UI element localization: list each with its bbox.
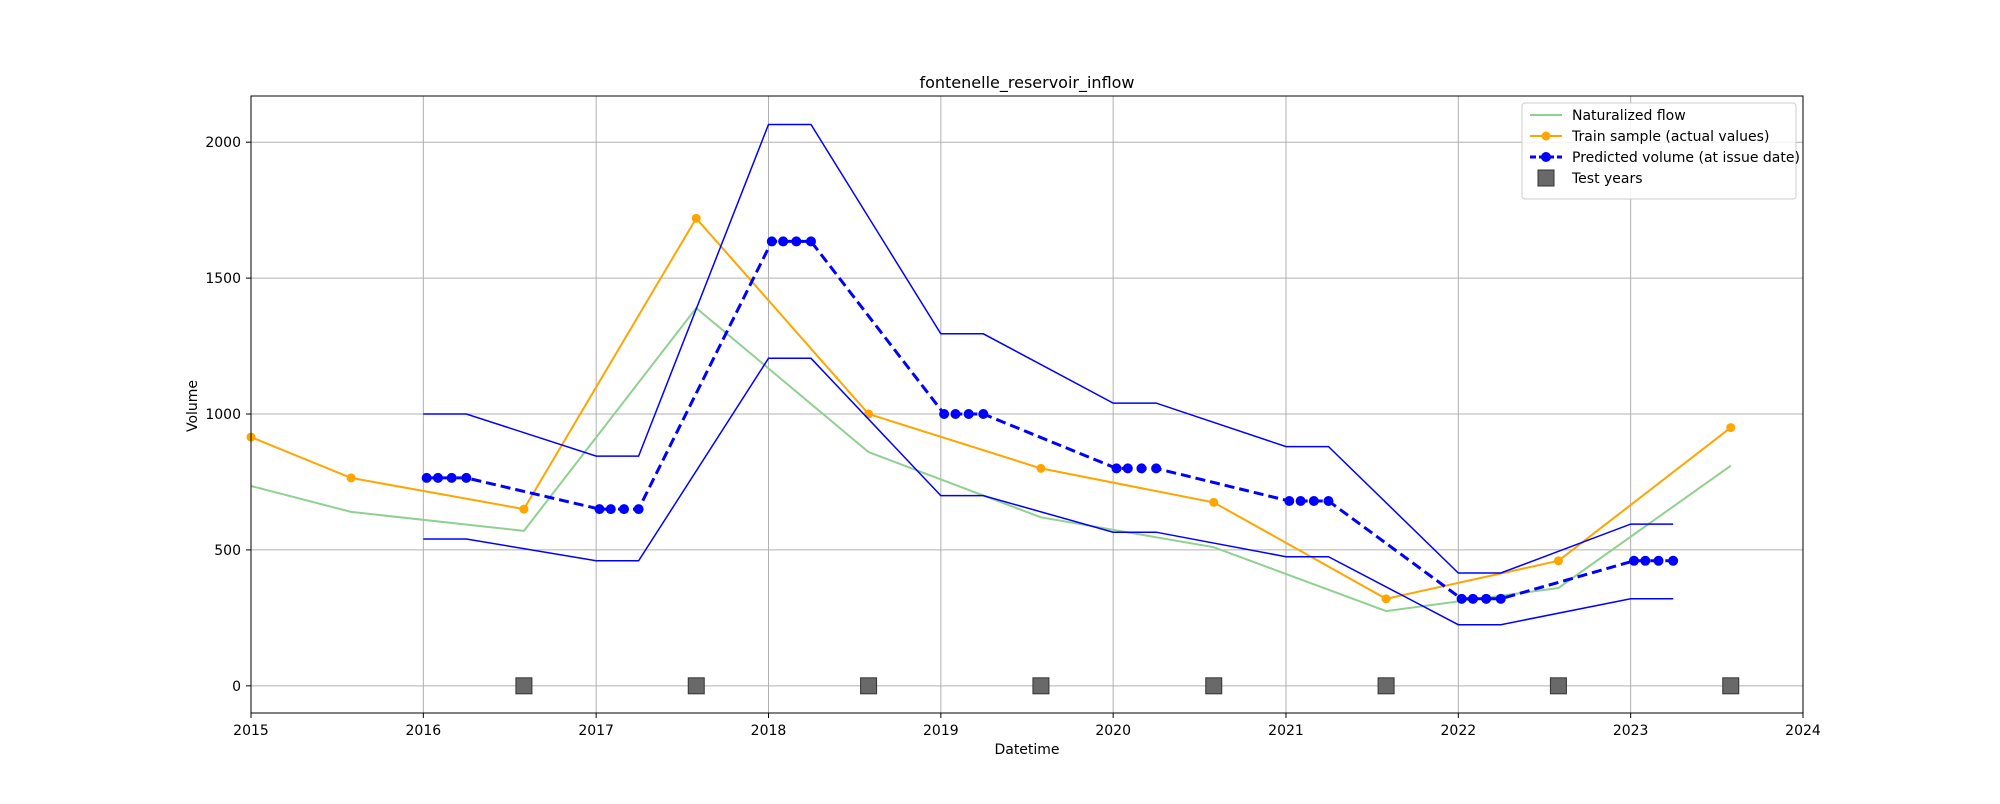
legend-label: Train sample (actual values) <box>1571 129 1769 145</box>
series-2-point <box>1653 555 1664 566</box>
series-2-point <box>605 504 616 515</box>
x-tick-label: 2020 <box>1095 723 1131 739</box>
series-1-line <box>250 216 1732 600</box>
series-2-point <box>594 504 605 515</box>
series-2-point <box>432 472 443 483</box>
series-5-marker <box>515 677 533 695</box>
x-tick-label: 2016 <box>406 723 442 739</box>
series-2-point <box>805 236 816 247</box>
x-axis-label: Datetime <box>994 742 1059 758</box>
series-3-bound-line <box>423 123 1674 574</box>
legend: Naturalized flow Train sample (actual val… <box>1521 102 1800 200</box>
series-5-marker <box>1205 677 1223 695</box>
series-2-line <box>426 239 1674 601</box>
series-1-point <box>691 213 701 223</box>
series-2-point <box>1456 593 1467 604</box>
x-tick-label: 2021 <box>1268 723 1304 739</box>
series-2-point <box>1284 495 1295 506</box>
series-1-point <box>1036 463 1046 473</box>
chart-title: fontenelle_reservoir_inflow <box>919 73 1134 93</box>
legend-label: Naturalized flow <box>1572 108 1686 124</box>
series-1-point <box>1726 423 1736 433</box>
legend-label: Predicted volume (at issue date) <box>1572 150 1800 166</box>
x-tick-label: 2018 <box>751 723 787 739</box>
series-1-point <box>346 473 356 483</box>
series-1-point <box>519 504 529 514</box>
series-2-point <box>1151 463 1162 474</box>
series-2-point <box>421 472 432 483</box>
x-tick-label: 2015 <box>233 723 269 739</box>
series-2-point <box>619 504 630 515</box>
series-2-point <box>1111 463 1122 474</box>
series-2-point <box>778 236 789 247</box>
series-2-point <box>1668 555 1679 566</box>
x-tick-label: 2024 <box>1785 723 1821 739</box>
series-1-point <box>1381 594 1391 604</box>
series-2-point <box>978 409 989 420</box>
legend-label: Test years <box>1571 171 1643 187</box>
series-2-point <box>1481 593 1492 604</box>
series-2-point <box>1295 495 1306 506</box>
series-5-marker <box>1377 677 1395 695</box>
legend-box <box>1521 102 1797 200</box>
y-tick-label: 1500 <box>205 271 241 287</box>
series-1-point <box>1209 497 1219 507</box>
series-2-point <box>633 504 644 515</box>
series-2-point <box>950 409 961 420</box>
series-2-point <box>963 409 974 420</box>
y-tick-label: 0 <box>232 679 241 695</box>
plot-frame <box>250 95 1804 714</box>
series-2-point <box>1495 593 1506 604</box>
series-2-point <box>1136 463 1147 474</box>
series-5-marker <box>860 677 878 695</box>
series-5-marker <box>1032 677 1050 695</box>
series-1-point <box>864 409 874 419</box>
legend-handle-marker <box>1537 169 1555 187</box>
x-tick-label: 2022 <box>1441 723 1477 739</box>
y-axis-label: Volume <box>185 380 201 432</box>
series-layer <box>246 123 1740 695</box>
series-2-point <box>461 472 472 483</box>
y-tick-label: 2000 <box>205 135 241 151</box>
grid-layer <box>250 96 1804 713</box>
series-0-line <box>250 306 1732 613</box>
series-2-point <box>446 472 457 483</box>
series-2-point <box>1323 495 1334 506</box>
y-tick-label: 1000 <box>205 407 241 423</box>
series-5-marker <box>1722 677 1740 695</box>
legend-handle-marker <box>1541 152 1551 162</box>
x-tick-label: 2017 <box>578 723 614 739</box>
legend-handle-marker <box>1541 131 1551 141</box>
series-2-point <box>766 236 777 247</box>
x-tick-label: 2023 <box>1613 723 1649 739</box>
series-5-marker <box>687 677 705 695</box>
series-2-point <box>1628 555 1639 566</box>
series-2-point <box>791 236 802 247</box>
series-1-point <box>1553 556 1563 566</box>
series-2-point <box>1467 593 1478 604</box>
series-4-bound-line <box>423 357 1674 626</box>
series-2-point <box>1308 495 1319 506</box>
y-tick-label: 500 <box>214 543 241 559</box>
axes-layer: 2015 2016 2017 2018 2019 2020 2021 2022 2023 2024… <box>205 95 1821 739</box>
series-2-point <box>939 409 950 420</box>
series-2-point <box>1640 555 1651 566</box>
series-2-point <box>1122 463 1133 474</box>
x-tick-label: 2019 <box>923 723 959 739</box>
series-5-marker <box>1549 677 1567 695</box>
